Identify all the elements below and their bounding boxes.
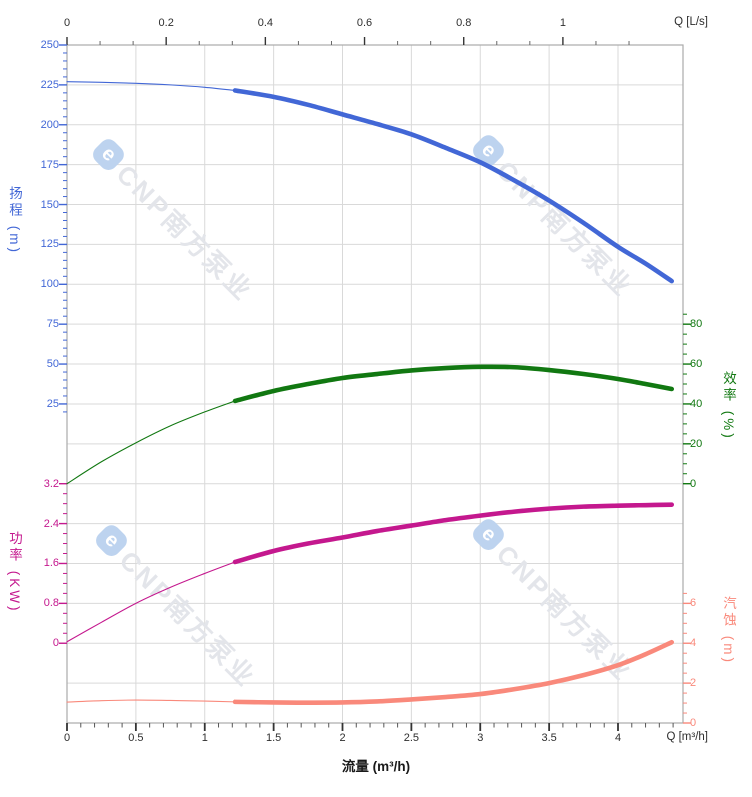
head-axis-title: 扬程 (m) — [7, 186, 22, 255]
bottom-axis-tick-label: 0 — [63, 732, 71, 744]
curve-npsh-thick — [232, 639, 675, 705]
head-tick-label: 50 — [46, 358, 59, 371]
top-axis-tick-label: 0 — [63, 17, 71, 29]
power-tick-label: 1.6 — [43, 557, 59, 570]
power-tick-label: 2.4 — [43, 517, 59, 530]
flow-axis-title: 流量 (m³/h) — [341, 759, 411, 774]
bottom-axis-tick-label: 3 — [477, 732, 484, 744]
head-tick-label: 250 — [40, 39, 59, 51]
head-tick-label: 200 — [40, 118, 59, 131]
head-tick-label: 75 — [46, 318, 59, 331]
npsh-tick-label: 6 — [690, 597, 697, 610]
bottom-axis-tick-label: 1 — [201, 732, 208, 744]
efficiency-tick-label: 20 — [690, 437, 703, 450]
bottom-axis-tick-label: 0.5 — [128, 732, 144, 744]
head-tick-label: 175 — [40, 158, 59, 171]
efficiency-axis-ticks — [683, 313, 691, 485]
top-axis-tick-label: 0.4 — [257, 17, 273, 29]
npsh-axis-title: 汽蚀 (m) — [721, 596, 736, 665]
efficiency-tick-label: 40 — [690, 397, 703, 410]
curve-efficiency-thin — [66, 400, 236, 485]
head-axis-ticks — [59, 44, 67, 413]
head-tick-label: 150 — [40, 198, 59, 211]
curve-power-thick — [232, 502, 675, 565]
curve-efficiency-thick — [232, 364, 675, 404]
bottom-axis-ticks — [66, 723, 674, 731]
top-axis-tick-label: 0.6 — [356, 17, 373, 29]
curve-head-thin — [66, 81, 236, 92]
curve-head — [66, 81, 675, 284]
curve-power — [66, 502, 675, 643]
npsh-tick-label: 0 — [690, 717, 697, 729]
head-tick-label: 225 — [40, 78, 59, 91]
top-axis-tick-label: 0.2 — [158, 17, 174, 29]
power-tick-label: 0 — [52, 637, 59, 650]
npsh-axis-ticks — [683, 592, 691, 724]
curve-npsh — [66, 639, 675, 705]
top-axis-tick-label: 0.8 — [456, 17, 472, 29]
curve-efficiency — [66, 364, 675, 485]
efficiency-tick-label: 60 — [690, 358, 703, 371]
top-axis-ticks — [66, 37, 630, 45]
bottom-axis-tick-label: 4 — [614, 732, 622, 744]
head-tick-label: 125 — [40, 238, 59, 251]
bottom-axis-tick-label: 2 — [339, 732, 346, 744]
top-axis-unit-label: Q [L/s] — [674, 16, 708, 28]
efficiency-axis-title: 效率 (%) — [721, 371, 736, 441]
bottom-axis-tick-label: 3.5 — [541, 732, 557, 744]
power-axis-ticks — [59, 483, 67, 644]
bottom-axis-tick-label: 2.5 — [403, 732, 420, 744]
curve-power-thin — [66, 561, 236, 643]
head-tick-label: 25 — [46, 397, 59, 410]
power-tick-label: 0.8 — [43, 597, 59, 610]
power-axis-title: 功率 (KW) — [7, 531, 22, 614]
curve-npsh-thin — [66, 699, 236, 703]
bottom-axis-unit-label: Q [m³/h] — [666, 731, 708, 743]
top-axis-tick-label: 1 — [559, 17, 566, 29]
efficiency-tick-label: 80 — [690, 318, 703, 331]
power-tick-label: 3.2 — [43, 477, 59, 490]
npsh-tick-label: 2 — [690, 677, 697, 690]
bottom-axis-tick-label: 1.5 — [265, 732, 282, 744]
curve-head-thick — [232, 88, 675, 284]
npsh-tick-label: 4 — [690, 637, 697, 650]
head-tick-label: 100 — [40, 278, 59, 291]
efficiency-tick-label: 0 — [690, 477, 697, 490]
